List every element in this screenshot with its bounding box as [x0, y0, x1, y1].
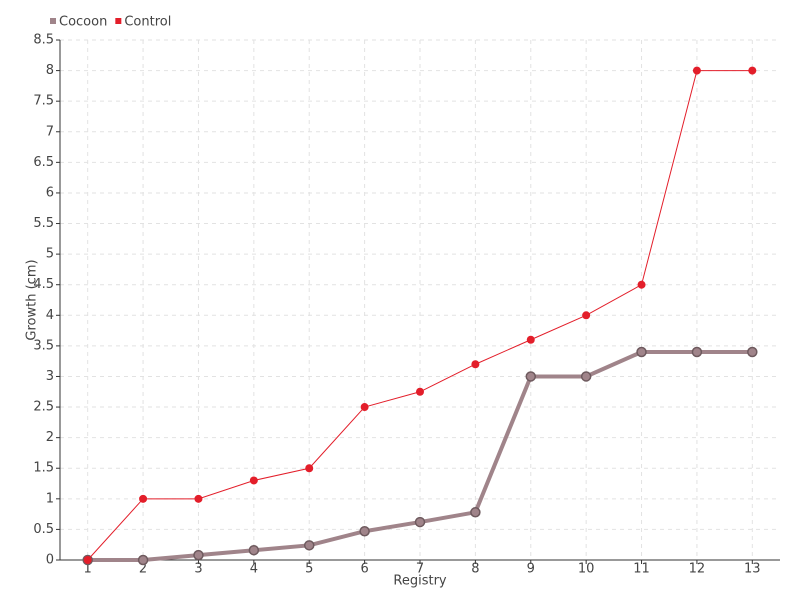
data-point: [359, 525, 370, 537]
y-tick-label: 0.5: [33, 522, 54, 537]
x-tick-label: 4: [250, 562, 258, 577]
y-tick-label: 7: [46, 124, 54, 139]
legend-label: Control: [124, 15, 171, 30]
legend-swatch: [115, 18, 122, 24]
data-point: [526, 335, 535, 344]
legend-label: Cocoon: [59, 15, 107, 30]
y-tick-label: 6: [46, 185, 54, 200]
data-point: [471, 360, 480, 369]
y-tick-label: 5: [46, 247, 54, 262]
y-tick-label: 3.5: [33, 338, 54, 353]
data-point: [580, 371, 592, 382]
data-point: [747, 346, 758, 358]
data-point: [139, 494, 148, 503]
y-tick-label: 1: [46, 491, 54, 506]
y-tick-label: 3: [46, 369, 54, 384]
x-axis-label: Registry: [393, 574, 447, 589]
y-tick-label: 5.5: [33, 216, 54, 231]
data-point: [470, 507, 481, 518]
data-point: [416, 387, 424, 396]
y-tick-label: 6.5: [33, 155, 54, 170]
y-axis-label: Growth (cm): [25, 259, 40, 340]
x-tick-label: 3: [194, 562, 202, 577]
y-tick-label: 8: [46, 63, 54, 78]
data-point: [637, 280, 646, 289]
x-tick-label: 11: [633, 562, 650, 577]
data-point: [193, 549, 204, 561]
x-tick-label: 10: [578, 562, 595, 577]
data-point: [194, 494, 203, 503]
data-point: [360, 403, 369, 412]
x-tick-label: 6: [360, 562, 368, 577]
y-tick-label: 8.5: [33, 33, 54, 48]
data-point: [525, 371, 537, 382]
y-tick-label: 2: [46, 430, 54, 445]
y-tick-label: 2.5: [33, 400, 54, 415]
data-point: [691, 346, 703, 358]
x-tick-label: 13: [744, 562, 761, 577]
legend-swatch: [50, 18, 56, 24]
data-point: [303, 540, 315, 551]
y-tick-label: 4: [46, 308, 54, 323]
data-point: [636, 346, 647, 358]
data-point: [83, 556, 92, 564]
x-tick-label: 7: [416, 562, 424, 577]
data-point: [305, 464, 314, 473]
y-tick-label: 7.5: [33, 94, 54, 109]
x-tick-label: 2: [139, 562, 147, 577]
x-tick-label: 1: [84, 562, 92, 577]
x-tick-label: 8: [471, 562, 479, 577]
data-point: [692, 66, 701, 75]
data-point: [249, 476, 258, 485]
y-tick-label: 4.5: [33, 277, 54, 292]
x-tick-label: 12: [689, 562, 706, 577]
x-tick-label: 5: [305, 562, 313, 577]
data-point: [137, 554, 149, 566]
data-point: [748, 66, 757, 75]
x-tick-label: 9: [527, 562, 535, 577]
data-point: [248, 544, 260, 556]
y-tick-label: 1.5: [33, 461, 54, 476]
y-tick-label: 0: [46, 553, 54, 568]
data-point: [414, 516, 426, 528]
data-point: [582, 311, 591, 320]
